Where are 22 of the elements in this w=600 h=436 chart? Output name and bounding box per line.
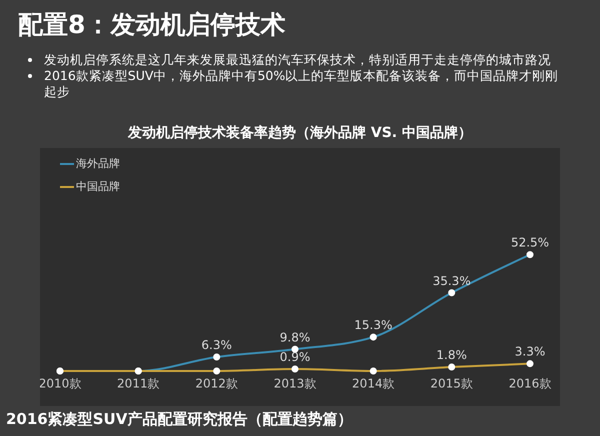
legend-label: 中国品牌: [76, 179, 120, 194]
data-label: 1.8%: [436, 348, 467, 362]
x-tick-label: 2011款: [117, 376, 160, 391]
x-tick-label: 2013款: [274, 376, 316, 391]
data-label: 35.3%: [432, 274, 471, 288]
chart-title: 配置8：发动机启停技术: [18, 9, 286, 41]
legend-label: 海外品牌: [76, 156, 120, 171]
x-tick-label: 2012款: [195, 376, 238, 391]
data-label: 3.3%: [514, 344, 546, 359]
text: 2016紧凑型SUV产品配置研究报告（配置趋势篇）: [6, 410, 352, 429]
x-tick-label: 2014款: [352, 376, 395, 391]
x-tick-label: 2016款: [508, 376, 552, 391]
x-tick-label: 2010款: [38, 376, 82, 391]
data-label: 9.8%: [280, 330, 310, 344]
chart-subtitle: 发动机启停技术装备率趋势（海外品牌 VS. 中国品牌）: [126, 124, 473, 142]
text: 发动机启停系统是这几年来发展最迅猛的汽车环保技术，特别适用于走走停停的城市路况: [43, 52, 552, 68]
data-label: 0.9%: [280, 350, 310, 364]
text: 2016款紧凑型SUV中，海外品牌中有50%以上的车型版本配备该装备，而中国品牌才刚刚起步: [43, 68, 560, 100]
data-label: 52.5%: [510, 236, 550, 250]
x-tick-label: 2015款: [430, 376, 473, 391]
data-label: 15.3%: [354, 318, 392, 332]
data-label: 6.3%: [201, 338, 232, 352]
